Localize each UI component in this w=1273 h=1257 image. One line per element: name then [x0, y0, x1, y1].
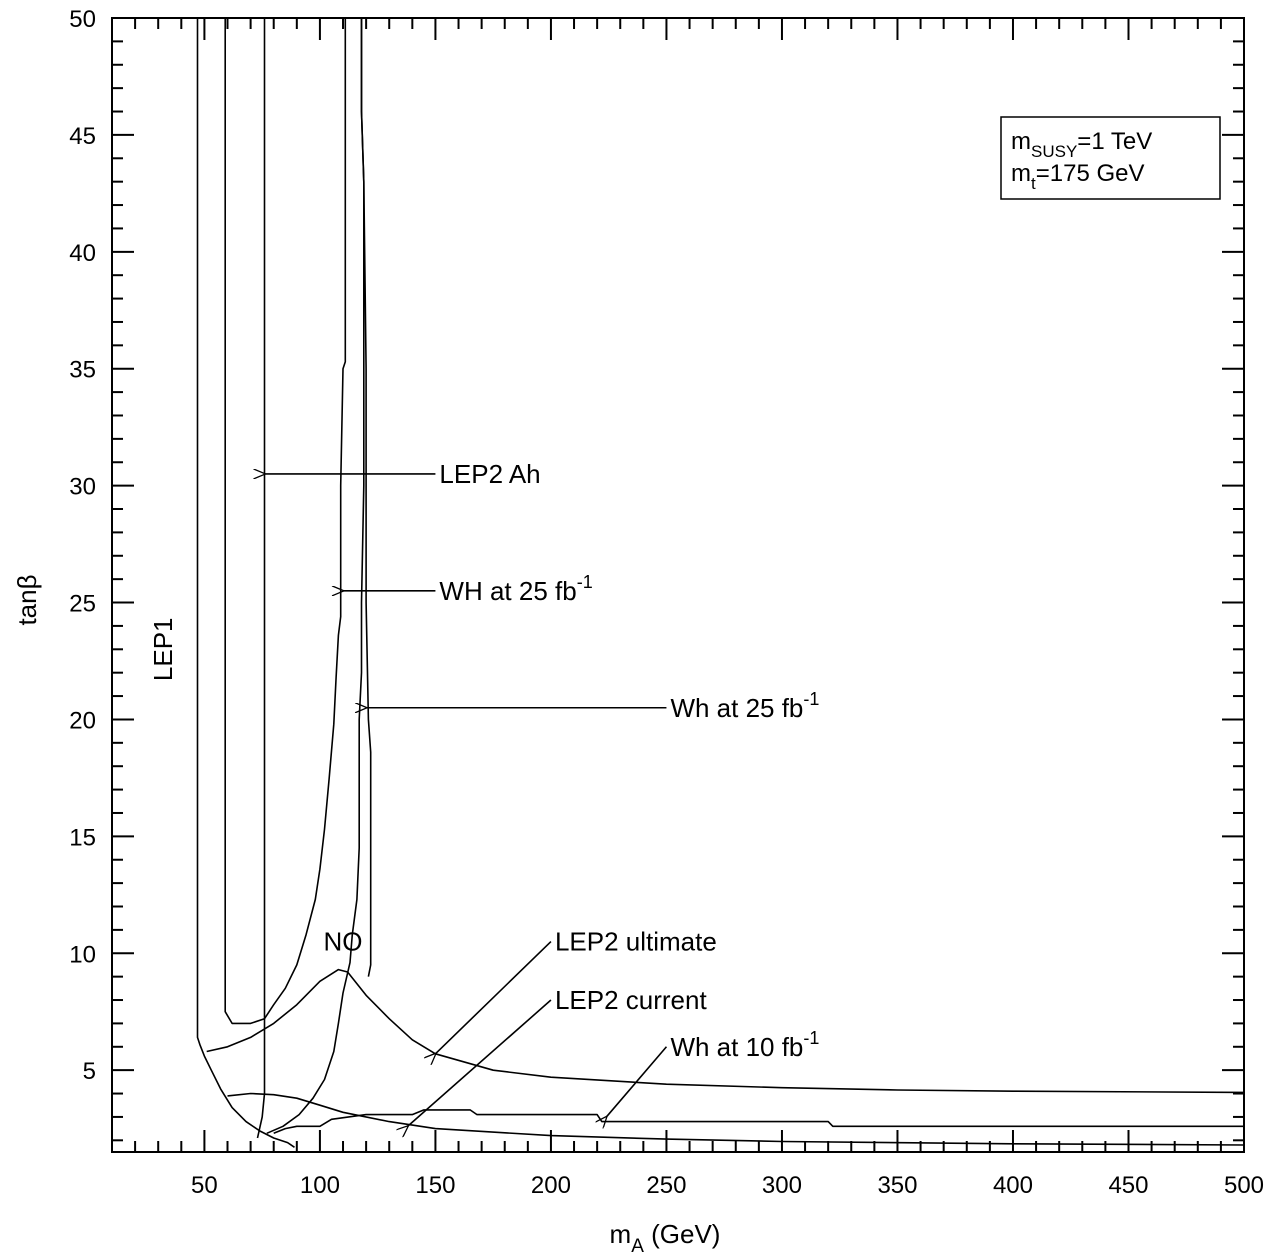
y-tick-label: 25	[69, 591, 96, 618]
annotation-label: WH at 25 fb-1	[439, 572, 592, 606]
annotation-arrow	[408, 999, 552, 1126]
y-axis-label: tanβ	[12, 574, 42, 625]
x-axis-label: mA (GeV)	[610, 1219, 721, 1257]
y-tick-label: 35	[69, 357, 96, 384]
x-tick-label: 150	[415, 1172, 455, 1199]
curve-lep1	[196, 18, 295, 1148]
x-tick-label: 400	[993, 1172, 1033, 1199]
info-box-frame	[1000, 116, 1221, 200]
x-tick-labels: 50 100 150 200 250 300 350 400 450 500	[191, 1172, 1264, 1199]
region-label: NO	[324, 927, 363, 957]
y-tick-label: 20	[69, 707, 96, 734]
annotation-label: LEP2 Ah	[439, 459, 540, 489]
info-line-susy: mSUSY=1 TeV	[1011, 128, 1152, 161]
x-tick-label: 450	[1108, 1172, 1148, 1199]
annotation-arrow	[606, 1046, 668, 1117]
curve-wh-10	[273, 1109, 1244, 1135]
y-tick-label: 15	[69, 824, 96, 851]
annotation-label: LEP2 current	[555, 985, 708, 1015]
curve-lep2-ah	[256, 18, 266, 1139]
plot-frame	[111, 17, 1245, 1153]
x-tick-label: 200	[531, 1172, 571, 1199]
x-tick-label: 100	[300, 1172, 340, 1199]
axis-ticks	[111, 17, 1245, 1152]
annotation-label: Wh at 10 fb-1	[670, 1028, 819, 1062]
annotation-arrows	[264, 474, 668, 1126]
x-tick-label: 250	[646, 1172, 686, 1199]
x-tick-label: 350	[877, 1172, 917, 1199]
curve-wh-25-upper	[224, 18, 347, 1025]
y-tick-label: 50	[69, 6, 96, 33]
annotation-label: Wh at 25 fb-1	[670, 689, 819, 723]
curve-lep2-ultimate	[206, 968, 1245, 1094]
y-tick-labels: 5 10 15 20 25 30 35 40 45 50	[69, 6, 96, 1085]
annotation-labels: LEP2 Ah WH at 25 fb-1 Wh at 25 fb-1 LEP2 ul…	[148, 459, 820, 1062]
y-tick-label: 5	[83, 1058, 96, 1085]
x-tick-label: 500	[1224, 1172, 1264, 1199]
info-box: mSUSY=1 TeV mt=175 GeV	[1000, 116, 1221, 200]
region-label: LEP1	[148, 617, 178, 681]
annotation-arrow	[435, 940, 552, 1054]
curve-wh-25-right	[360, 18, 372, 977]
y-tick-label: 30	[69, 474, 96, 501]
curve-wh-25-lower	[266, 18, 365, 1135]
annotation-label: LEP2 ultimate	[555, 927, 717, 957]
x-tick-label: 50	[191, 1172, 218, 1199]
y-tick-label: 40	[69, 240, 96, 267]
x-tick-label: 300	[762, 1172, 802, 1199]
info-line-top: mt=175 GeV	[1011, 160, 1144, 193]
y-tick-label: 10	[69, 941, 96, 968]
curves	[196, 18, 1245, 1148]
y-tick-label: 45	[69, 123, 96, 150]
curve-lep2-current	[227, 1092, 1245, 1146]
